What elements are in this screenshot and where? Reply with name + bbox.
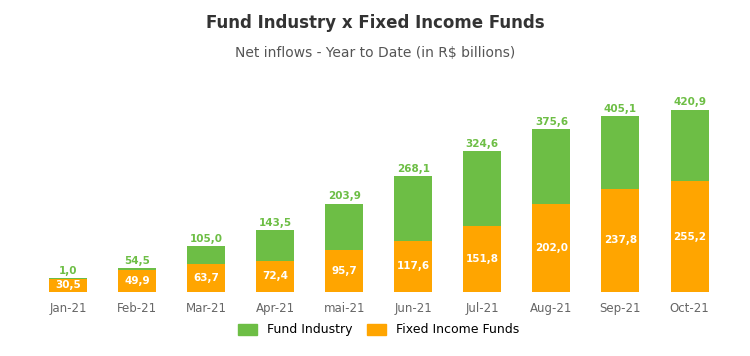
Bar bbox=[118, 270, 156, 292]
Text: Net inflows - Year to Date (in R$ billions): Net inflows - Year to Date (in R$ billio… bbox=[235, 46, 515, 60]
Bar bbox=[602, 189, 640, 292]
Bar bbox=[394, 176, 432, 241]
Bar bbox=[394, 241, 432, 292]
Bar bbox=[187, 246, 225, 264]
Text: 202,0: 202,0 bbox=[535, 243, 568, 253]
Bar bbox=[670, 110, 709, 181]
Bar bbox=[256, 230, 294, 261]
Bar bbox=[464, 226, 501, 292]
Bar bbox=[602, 116, 640, 189]
Text: 54,5: 54,5 bbox=[124, 256, 150, 266]
Bar bbox=[670, 181, 709, 292]
Text: 151,8: 151,8 bbox=[466, 254, 499, 264]
Text: 405,1: 405,1 bbox=[604, 104, 637, 114]
Text: 72,4: 72,4 bbox=[262, 271, 288, 281]
Bar bbox=[464, 151, 501, 226]
Bar bbox=[326, 204, 363, 250]
Text: 143,5: 143,5 bbox=[259, 218, 292, 227]
Bar bbox=[532, 204, 571, 292]
Text: 237,8: 237,8 bbox=[604, 235, 637, 245]
Text: 117,6: 117,6 bbox=[397, 261, 430, 271]
Text: 203,9: 203,9 bbox=[328, 192, 361, 201]
Legend: Fund Industry, Fixed Income Funds: Fund Industry, Fixed Income Funds bbox=[233, 319, 524, 341]
Text: 30,5: 30,5 bbox=[55, 280, 81, 290]
Text: 63,7: 63,7 bbox=[194, 273, 219, 283]
Bar bbox=[118, 268, 156, 270]
Text: 324,6: 324,6 bbox=[466, 139, 499, 149]
Bar bbox=[49, 279, 87, 292]
Bar bbox=[187, 264, 225, 292]
Text: 255,2: 255,2 bbox=[673, 232, 706, 242]
Text: Fund Industry x Fixed Income Funds: Fund Industry x Fixed Income Funds bbox=[206, 14, 544, 32]
Text: 95,7: 95,7 bbox=[332, 266, 357, 276]
Bar bbox=[326, 250, 363, 292]
Bar bbox=[532, 129, 571, 204]
Bar bbox=[49, 278, 87, 279]
Text: 105,0: 105,0 bbox=[190, 234, 223, 244]
Text: 49,9: 49,9 bbox=[124, 276, 150, 286]
Text: 420,9: 420,9 bbox=[673, 97, 706, 108]
Bar bbox=[256, 261, 294, 292]
Text: 268,1: 268,1 bbox=[397, 163, 430, 174]
Text: 1,0: 1,0 bbox=[58, 266, 77, 276]
Text: 375,6: 375,6 bbox=[535, 117, 568, 127]
